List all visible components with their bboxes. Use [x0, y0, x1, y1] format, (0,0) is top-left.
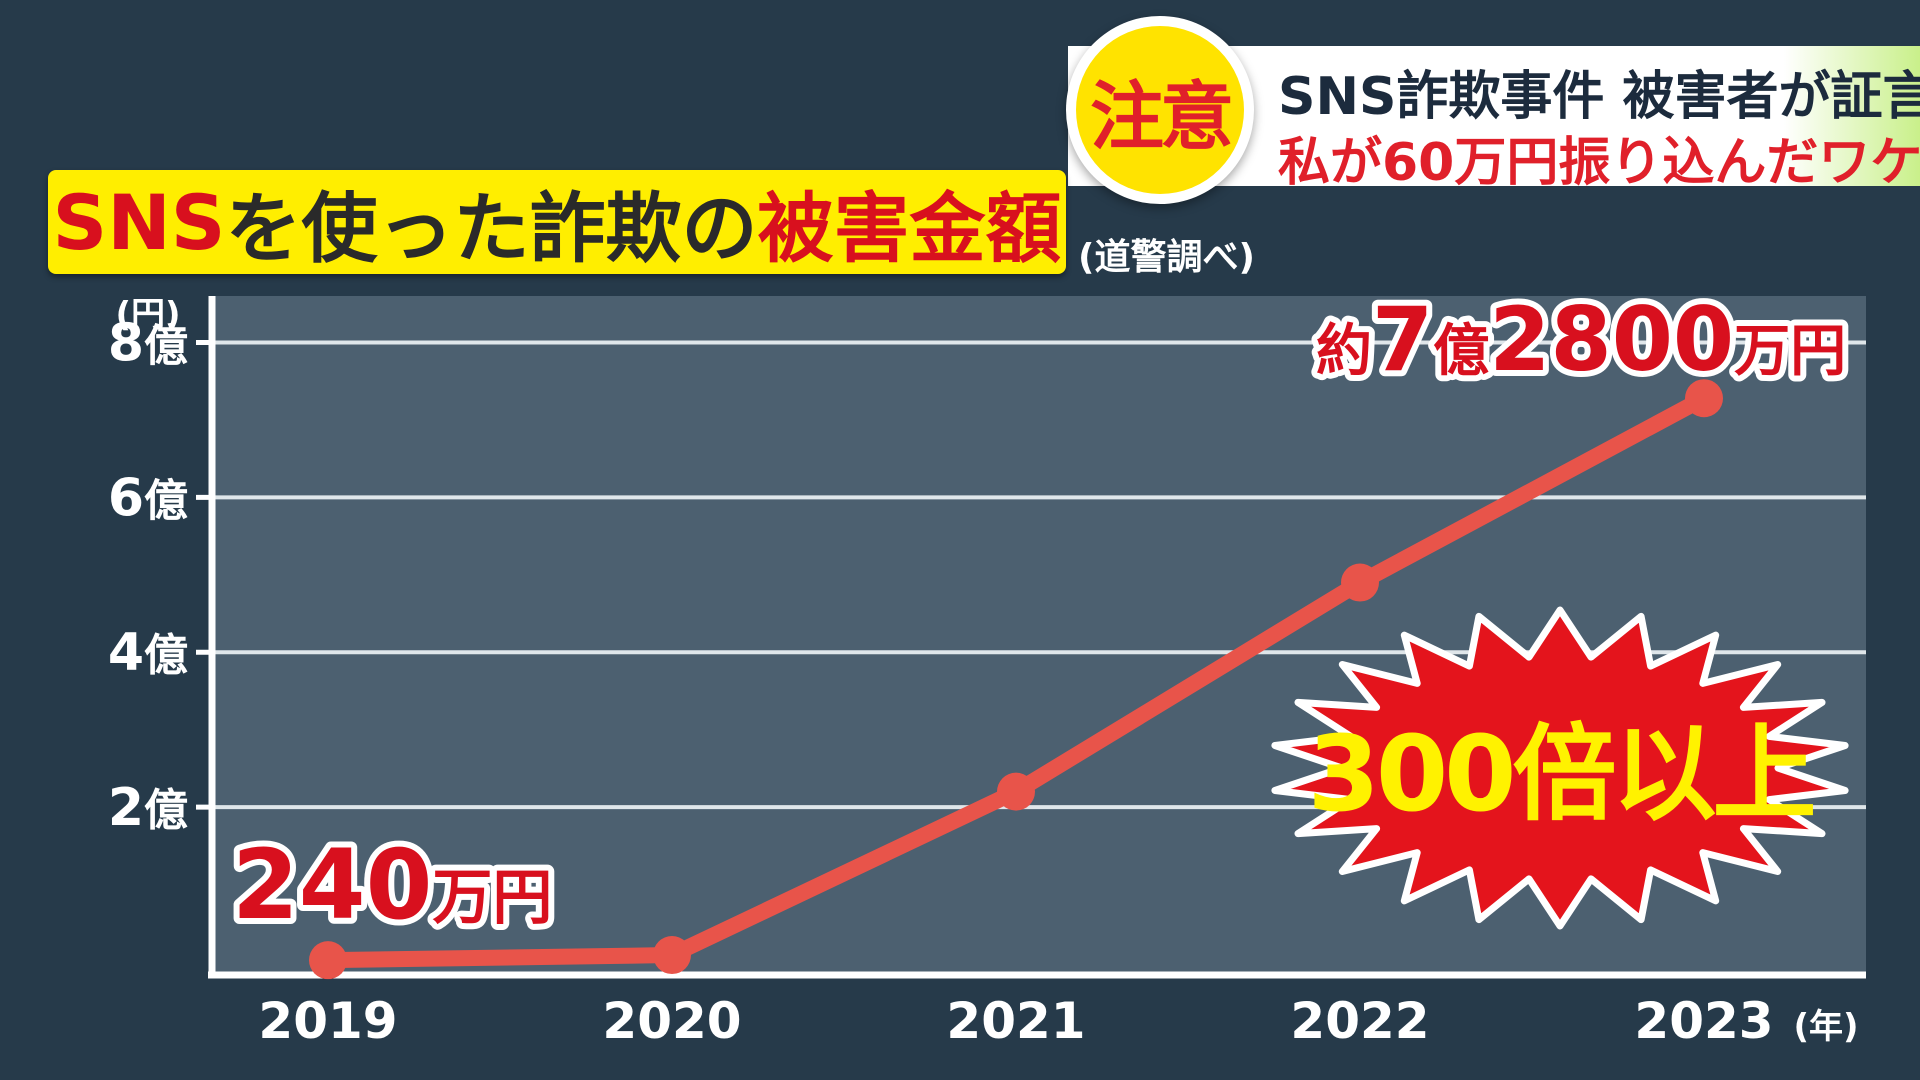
- y-tick-unit: 億: [144, 320, 188, 371]
- data-point: [1341, 563, 1379, 602]
- y-tick-label: 4億: [108, 623, 188, 683]
- data-point: [309, 941, 347, 980]
- y-unit-label: (円): [115, 295, 180, 335]
- data-point: [653, 936, 691, 975]
- y-tick-num: 4: [108, 623, 144, 683]
- x-tick-labels: 2019 2020 2021 2022 2023: [258, 992, 1773, 1050]
- chart-title-sns: SNS: [52, 177, 226, 267]
- x-tick-label: 2021: [946, 992, 1085, 1050]
- y-tick-num: 2: [108, 778, 144, 838]
- burst-star-shape: [1271, 606, 1849, 930]
- end-value-label: 約7億2800万円: [1316, 288, 1846, 391]
- caution-badge: 注意: [1066, 16, 1254, 204]
- end-value-prefix: 約: [1316, 319, 1372, 384]
- data-point: [1685, 379, 1723, 418]
- burst-callout: 300倍以上: [1271, 606, 1849, 930]
- end-value-num1: 7: [1372, 288, 1433, 391]
- chart-title-middle: を使った詐欺の: [225, 184, 758, 273]
- x-tick-label: 2022: [1290, 992, 1429, 1050]
- x-unit-label: (年): [1793, 1007, 1858, 1047]
- start-value-unit: 万円: [432, 863, 552, 933]
- chart-title-amount: 被害金額: [757, 184, 1062, 273]
- caption-subheadline: 私が60万円振り込んだワケ: [1278, 133, 1920, 193]
- caption-headline: SNS詐欺事件 被害者が証言: [1278, 67, 1920, 127]
- burst-callout-text: 300倍以上: [1307, 713, 1813, 835]
- end-value-unit1: 億: [1433, 319, 1489, 384]
- y-tick-num: 8: [108, 313, 144, 373]
- y-tick-label: 8億: [108, 313, 188, 373]
- x-tick-label: 2020: [602, 992, 741, 1050]
- source-note: (道警調べ): [1078, 237, 1255, 278]
- start-value-num: 240: [232, 829, 432, 941]
- caution-badge-text: 注意: [1090, 73, 1234, 160]
- series-layer: [309, 379, 1723, 980]
- chart-title: SNS を使った詐欺の 被害金額: [48, 170, 1066, 274]
- caution-badge-circle: 注意: [1076, 26, 1244, 194]
- y-tick-num: 6: [108, 468, 144, 528]
- y-tick-label: 2億: [108, 778, 188, 838]
- y-tick-unit: 億: [144, 475, 188, 526]
- end-value-unit2: 万円: [1734, 319, 1846, 384]
- y-tick-label: 6億: [108, 468, 188, 528]
- y-tick-unit: 億: [144, 630, 188, 681]
- x-tick-label: 2019: [258, 992, 397, 1050]
- start-value-label: 240万円: [232, 829, 552, 941]
- end-value-num2: 2800: [1489, 288, 1734, 391]
- x-tick-label: 2023: [1634, 992, 1773, 1050]
- y-tick-unit: 億: [144, 785, 188, 836]
- data-point: [997, 772, 1035, 811]
